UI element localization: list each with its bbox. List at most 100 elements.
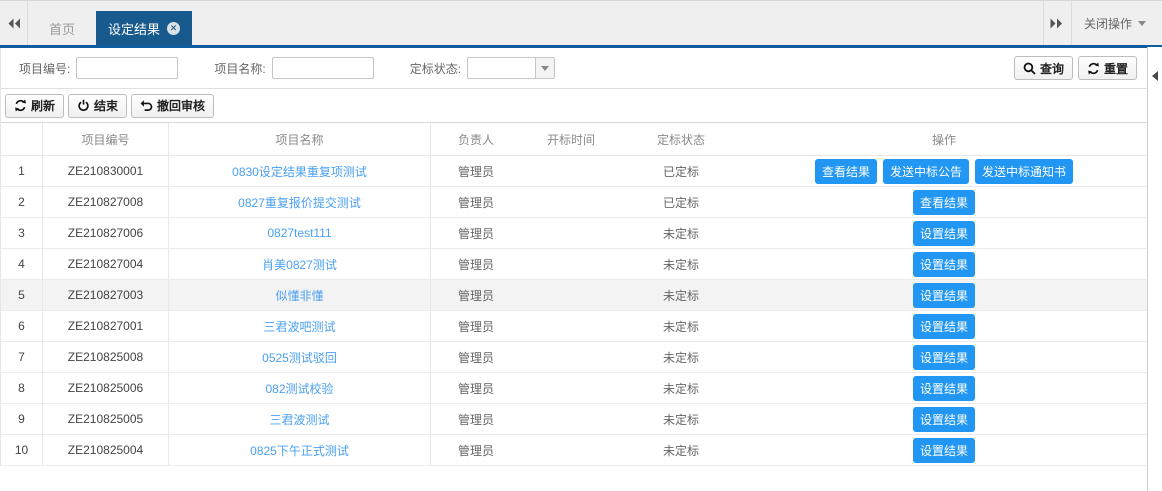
- row-number-cell: 7: [1, 342, 43, 372]
- row-number-cell: 3: [1, 218, 43, 248]
- table-header-row: 项目编号 项目名称 负责人 开标时间 定标状态 操作: [1, 123, 1147, 156]
- project-name-link[interactable]: 0827重复报价提交测试: [238, 195, 361, 210]
- table-row[interactable]: 10 ZE210825004 0825下午正式测试 管理员 未定标 设置结果: [1, 435, 1147, 466]
- project-code-cell: ZE210825005: [43, 404, 169, 434]
- table-row[interactable]: 3 ZE210827006 0827test111 管理员 未定标 设置结果: [1, 218, 1147, 249]
- select-arrow-box[interactable]: [535, 58, 555, 78]
- table-row[interactable]: 1 ZE210830001 0830设定结果重复项测试 管理员 已定标 查看结果 发送中标公…: [1, 156, 1147, 187]
- project-name-link[interactable]: 三君波测试: [269, 412, 330, 427]
- collapse-left-arrow-icon[interactable]: [1152, 71, 1158, 81]
- search-buttons: 查询 重置: [1013, 56, 1137, 80]
- project-code-cell: ZE210827004: [43, 249, 169, 279]
- chevron-down-icon: [1138, 20, 1146, 26]
- project-no-field: 项目编号:: [19, 57, 179, 79]
- project-code-cell: ZE210825004: [43, 435, 169, 465]
- action-button[interactable]: 设置结果: [912, 313, 975, 339]
- right-collapse-gutter[interactable]: [1147, 47, 1162, 491]
- project-name-label: 项目名称:: [214, 61, 266, 76]
- status-cell: 未定标: [662, 350, 699, 365]
- action-button[interactable]: 设置结果: [912, 344, 975, 370]
- refresh-button-label: 刷新: [31, 99, 56, 113]
- table-row[interactable]: 2 ZE210827008 0827重复报价提交测试 管理员 已定标 查看结果: [1, 187, 1147, 218]
- tab-bar: 首页 设定结果 ✕ 关闭操作: [0, 0, 1162, 48]
- withdraw-review-button-label: 撤回审核: [157, 99, 206, 113]
- open-time-cell: [521, 311, 621, 341]
- action-button[interactable]: 设置结果: [912, 406, 975, 432]
- refresh-icon: [14, 99, 27, 112]
- status-cell: 未定标: [662, 226, 699, 241]
- project-name-cell: 0525测试驳回: [169, 342, 431, 372]
- column-header: 负责人: [457, 132, 494, 147]
- tab-home[interactable]: 首页: [28, 11, 96, 45]
- project-name-link[interactable]: 0525测试驳回: [262, 350, 337, 365]
- action-button[interactable]: 设置结果: [912, 375, 975, 401]
- action-button[interactable]: 设置结果: [912, 282, 975, 308]
- query-button-label: 查询: [1039, 61, 1064, 76]
- row-number-cell: 2: [1, 187, 43, 217]
- action-button[interactable]: 查看结果: [814, 158, 877, 184]
- project-name-cell: 三君波测试: [169, 404, 431, 434]
- table-row[interactable]: 8 ZE210825006 082测试校验 管理员 未定标 设置结果: [1, 373, 1147, 404]
- actions-cell: 设置结果: [741, 373, 1147, 403]
- reset-button[interactable]: 重置: [1077, 56, 1137, 80]
- project-code-cell: ZE210827008: [43, 187, 169, 217]
- project-name-link[interactable]: 0827test111: [267, 226, 332, 240]
- row-number-cell: 6: [1, 311, 43, 341]
- end-button[interactable]: 结束: [68, 93, 128, 118]
- owner-cell: 管理员: [457, 164, 494, 179]
- project-name-input[interactable]: [271, 57, 374, 79]
- bid-status-field: 定标状态:: [410, 57, 556, 79]
- actions-cell: 查看结果: [741, 187, 1147, 217]
- tab-home-label: 首页: [49, 21, 76, 37]
- main-panel: 项目编号: 项目名称: 定标状态:: [0, 48, 1147, 466]
- table-row[interactable]: 7 ZE210825008 0525测试驳回 管理员 未定标 设置结果: [1, 342, 1147, 373]
- table-row[interactable]: 9 ZE210825005 三君波测试 管理员 未定标 设置结果: [1, 404, 1147, 435]
- open-time-cell: [521, 435, 621, 465]
- project-name-link[interactable]: 082测试校验: [265, 381, 334, 396]
- row-number-cell: 8: [1, 373, 43, 403]
- scroll-tabs-right-button[interactable]: [1042, 1, 1072, 45]
- project-no-input[interactable]: [76, 57, 179, 79]
- scroll-tabs-left-button[interactable]: [0, 1, 28, 45]
- status-cell: 未定标: [662, 412, 699, 427]
- project-name-link[interactable]: 三君波吧测试: [263, 319, 336, 334]
- action-button[interactable]: 设置结果: [912, 251, 975, 277]
- status-cell: 未定标: [662, 381, 699, 396]
- project-code-cell: ZE210830001: [43, 156, 169, 186]
- table-row[interactable]: 6 ZE210827001 三君波吧测试 管理员 未定标 设置结果: [1, 311, 1147, 342]
- row-number-cell: 1: [1, 156, 43, 186]
- bid-status-select[interactable]: [467, 57, 556, 79]
- table-row[interactable]: 4 ZE210827004 肖美0827测试 管理员 未定标 设置结果: [1, 249, 1147, 280]
- owner-cell: 管理员: [457, 381, 494, 396]
- double-right-arrow-icon: [1050, 18, 1064, 29]
- refresh-button[interactable]: 刷新: [5, 93, 65, 118]
- column-header: 项目名称: [169, 123, 431, 155]
- table-row[interactable]: 5 ZE210827003 似懂非懂 管理员 未定标 设置结果: [1, 280, 1147, 311]
- open-time-cell: [521, 187, 621, 217]
- project-name-link[interactable]: 似懂非懂: [275, 288, 324, 303]
- project-name-link[interactable]: 肖美0827测试: [262, 257, 337, 272]
- withdraw-review-button[interactable]: 撤回审核: [131, 93, 215, 118]
- action-button[interactable]: 发送中标通知书: [975, 158, 1074, 184]
- action-button[interactable]: 发送中标公告: [882, 158, 969, 184]
- tab-setting-result[interactable]: 设定结果 ✕: [96, 11, 193, 45]
- column-header: 开标时间: [546, 132, 595, 147]
- project-name-cell: 三君波吧测试: [169, 311, 431, 341]
- action-button[interactable]: 设置结果: [912, 220, 975, 246]
- row-number-cell: 10: [1, 435, 43, 465]
- status-cell: 未定标: [662, 443, 699, 458]
- project-name-cell: 0825下午正式测试: [169, 435, 431, 465]
- actions-cell: 设置结果: [741, 435, 1147, 465]
- close-operations-dropdown[interactable]: 关闭操作: [1072, 1, 1162, 45]
- query-button[interactable]: 查询: [1013, 56, 1073, 80]
- actions-cell: 设置结果: [741, 280, 1147, 310]
- owner-cell: 管理员: [457, 288, 494, 303]
- status-cell: 未定标: [662, 288, 699, 303]
- action-button[interactable]: 查看结果: [912, 189, 975, 215]
- tab-close-icon[interactable]: ✕: [167, 21, 181, 35]
- action-button[interactable]: 设置结果: [912, 437, 975, 463]
- project-name-link[interactable]: 0825下午正式测试: [250, 443, 349, 458]
- project-name-field: 项目名称:: [214, 57, 374, 79]
- project-name-link[interactable]: 0830设定结果重复项测试: [232, 164, 367, 179]
